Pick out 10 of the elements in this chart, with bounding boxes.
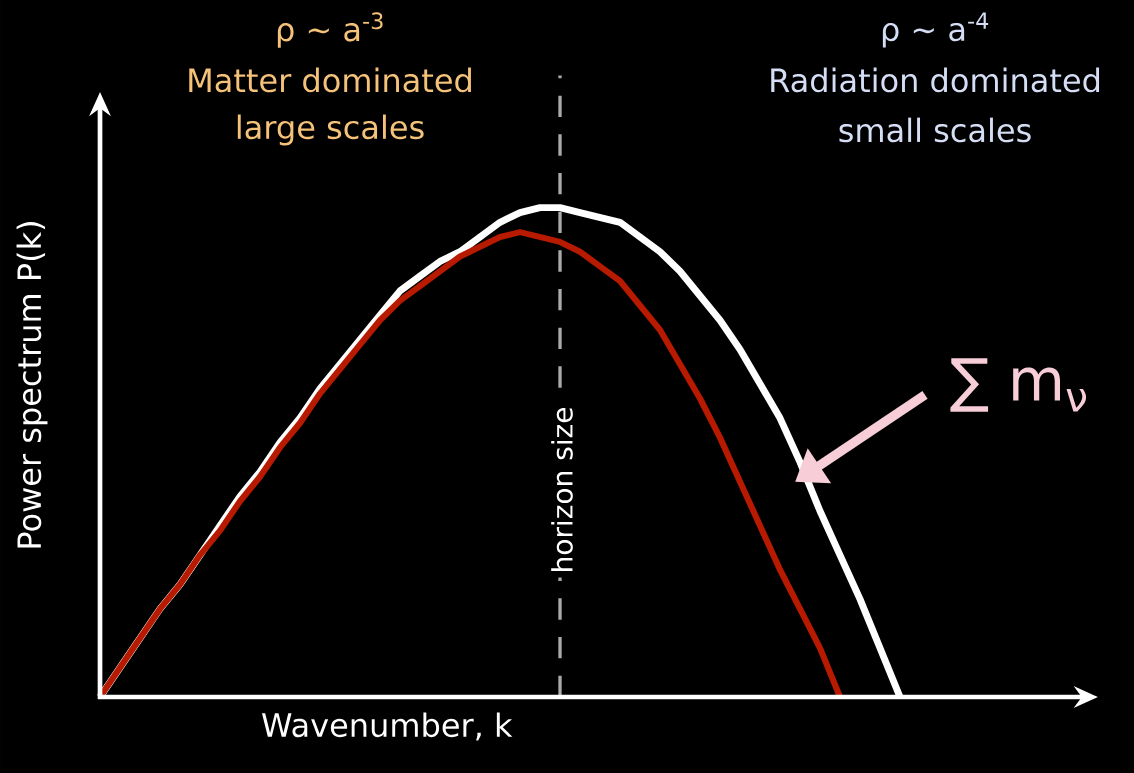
- text: Radiation dominated: [771, 67, 1100, 93]
- text: ∑ m$_{ν}$: [950, 358, 1087, 412]
- text: small scales: [839, 117, 1031, 143]
- x-axis-title: Wavenumber, k: [261, 712, 513, 741]
- text: ρ ~ a$^{-3}$: [277, 12, 383, 48]
- annotation: horizon size: [551, 407, 573, 571]
- text: large scales: [237, 114, 424, 146]
- y-axis-title: Power spectrum P(k): [16, 222, 48, 548]
- text: ρ ~ a$^{-4}$: [882, 12, 989, 48]
- text: Matter dominated: [189, 67, 471, 93]
